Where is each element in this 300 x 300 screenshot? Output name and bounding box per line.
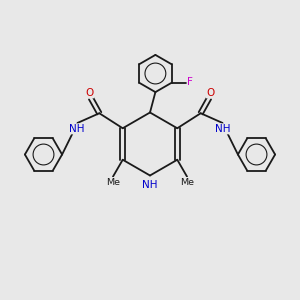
Text: Me: Me [106, 178, 120, 187]
Text: NH: NH [142, 179, 158, 190]
Text: NH: NH [215, 124, 231, 134]
Text: NH: NH [69, 124, 85, 134]
Text: O: O [85, 88, 94, 98]
Text: O: O [206, 88, 215, 98]
Text: F: F [188, 77, 193, 87]
Text: Me: Me [180, 178, 194, 187]
